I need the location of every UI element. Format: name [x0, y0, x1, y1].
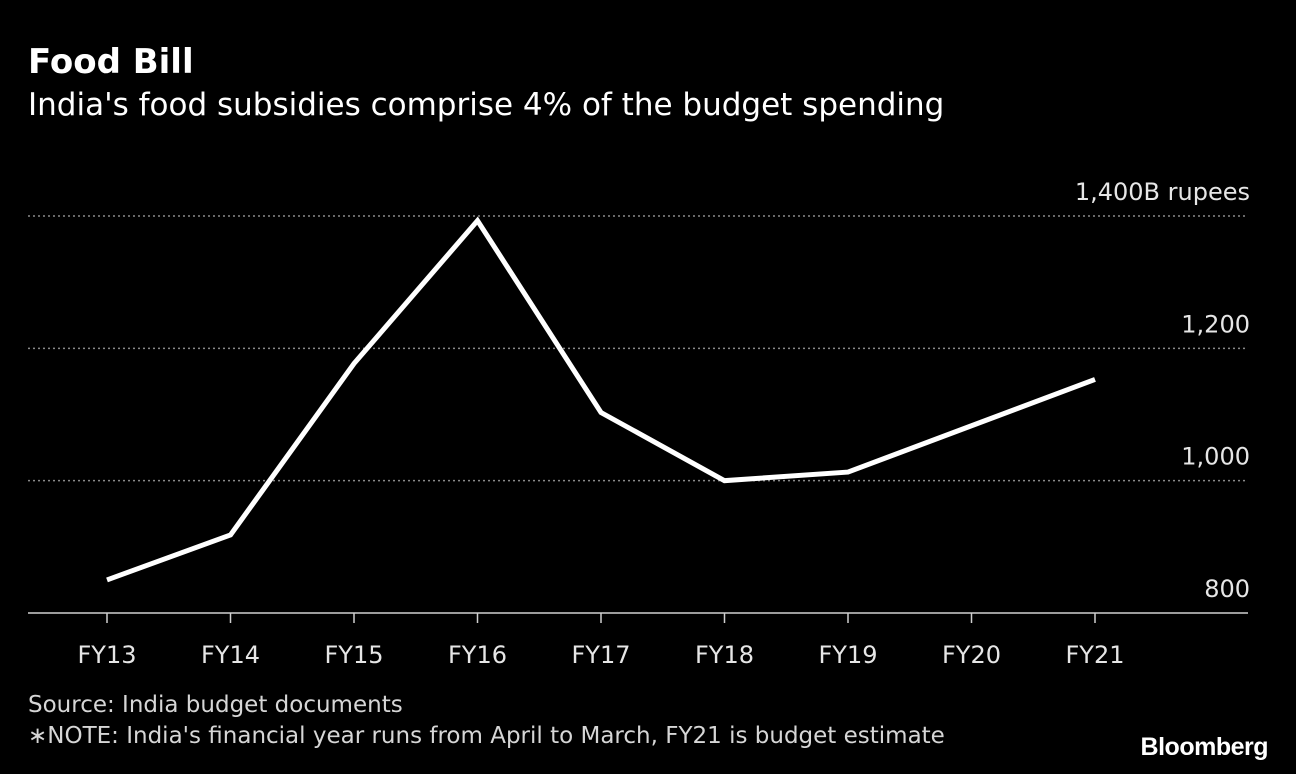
footnote: ∗NOTE: India's financial year runs from … — [28, 723, 945, 749]
x-tick-label: FY17 — [571, 641, 630, 669]
y-tick-label: 1,000 — [1181, 443, 1250, 471]
x-tick-label: FY19 — [818, 641, 877, 669]
axis-labels: 800 1,000 1,200 1,400B rupees FY13 FY14 FY15 FY… — [77, 178, 1250, 669]
source-note: Source: India budget documents — [28, 692, 403, 718]
x-axis — [28, 612, 1248, 623]
x-tick-label: FY20 — [942, 641, 1001, 669]
x-tick-label: FY16 — [448, 641, 507, 669]
x-tick-label: FY21 — [1065, 641, 1124, 669]
chart-subtitle: India's food subsidies comprise 4% of th… — [28, 87, 945, 123]
x-tick-label: FY15 — [324, 641, 383, 669]
x-tick-label: FY18 — [695, 641, 754, 669]
series-line — [106, 216, 1096, 583]
series-layer — [106, 216, 1096, 583]
x-tick-label: FY14 — [201, 641, 260, 669]
bloomberg-logo: Bloomberg — [1140, 733, 1269, 761]
grid-layer — [28, 215, 1248, 482]
y-tick-label: 800 — [1204, 575, 1250, 603]
y-tick-label: 1,200 — [1181, 310, 1250, 338]
y-tick-label: 1,400B rupees — [1075, 178, 1250, 206]
chart-title: Food Bill — [28, 42, 194, 82]
x-tick-label: FY13 — [77, 641, 136, 669]
